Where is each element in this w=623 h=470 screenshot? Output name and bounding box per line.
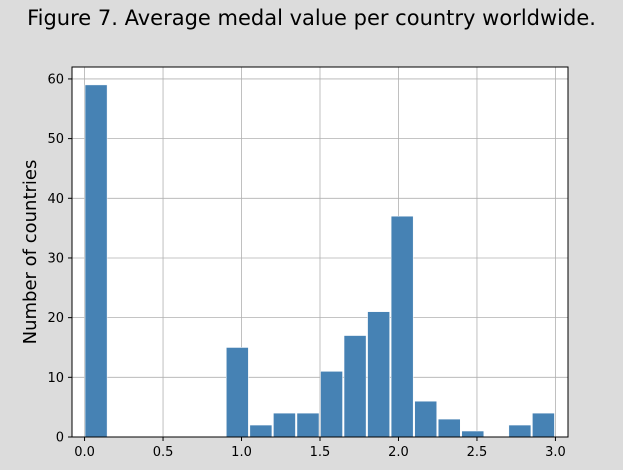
y-tick-label: 0 bbox=[56, 431, 64, 446]
y-axis-label: Number of countries bbox=[20, 160, 41, 345]
histogram-bar bbox=[273, 412, 296, 438]
y-tick-label: 60 bbox=[47, 72, 64, 87]
x-tick-label: 2.5 bbox=[467, 445, 488, 460]
x-tick-label: 1.5 bbox=[310, 445, 331, 460]
x-tick-label: 2.0 bbox=[388, 445, 409, 460]
histogram-bar bbox=[532, 412, 555, 438]
x-tick-label: 0.0 bbox=[74, 445, 95, 460]
y-tick-label: 40 bbox=[47, 192, 64, 207]
y-tick-label: 30 bbox=[47, 251, 64, 266]
histogram-bar bbox=[343, 335, 367, 438]
histogram-bar bbox=[437, 418, 461, 438]
x-tick-label: 3.0 bbox=[545, 445, 566, 460]
y-tick-label: 10 bbox=[47, 371, 64, 386]
histogram-bar bbox=[414, 400, 437, 438]
x-tick-label: 0.5 bbox=[153, 445, 174, 460]
histogram-bar bbox=[390, 215, 414, 438]
histogram-bar bbox=[508, 424, 532, 438]
histogram-bar bbox=[367, 311, 390, 438]
histogram-bar bbox=[84, 84, 108, 438]
x-tick-label: 1.0 bbox=[231, 445, 252, 460]
y-tick-label: 50 bbox=[47, 132, 64, 147]
histogram-bar bbox=[461, 430, 485, 438]
histogram-bar bbox=[249, 424, 273, 438]
histogram-bar bbox=[296, 412, 320, 438]
y-tick-label: 20 bbox=[47, 311, 64, 326]
histogram-bar bbox=[226, 347, 249, 438]
histogram-bar bbox=[320, 371, 343, 438]
chart-title: Figure 7. Average medal value per countr… bbox=[27, 6, 596, 30]
